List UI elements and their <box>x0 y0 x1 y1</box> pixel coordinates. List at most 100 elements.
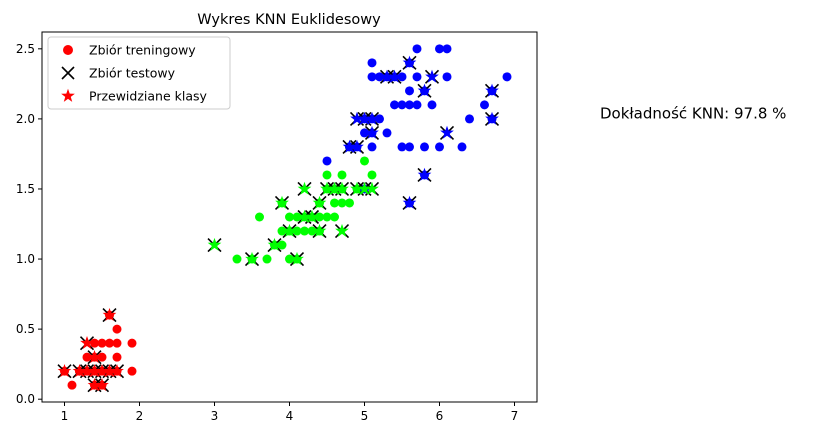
plot-area <box>57 44 512 393</box>
predicted-star <box>335 223 349 237</box>
training-point <box>427 100 437 110</box>
predicted-star <box>267 237 282 251</box>
training-point <box>442 44 452 54</box>
training-point <box>375 114 384 124</box>
plot-frame <box>41 31 538 403</box>
legend-circle-icon <box>63 45 73 55</box>
training-point <box>337 170 347 180</box>
training-point <box>405 142 414 152</box>
legend-entry-test: Zbiór testowy <box>61 66 176 81</box>
predicted-star <box>297 209 312 223</box>
training-point <box>465 114 474 124</box>
predicted-star <box>327 181 342 195</box>
predicted-star <box>440 125 454 139</box>
training-point <box>397 100 407 110</box>
training-point <box>330 212 339 222</box>
predicted-star <box>57 363 72 377</box>
predicted-star <box>320 181 334 195</box>
predicted-star <box>365 125 379 139</box>
training-point <box>457 142 467 152</box>
training-point <box>367 58 377 68</box>
accuracy-annotation: Dokładność KNN: 97.8 % <box>600 105 786 123</box>
predicted-star <box>72 363 87 377</box>
predicted-star <box>87 349 102 363</box>
predicted-star <box>207 237 222 251</box>
x-tick-label: 7 <box>511 409 519 423</box>
training-point <box>127 338 137 348</box>
x-tick-label: 4 <box>286 409 294 423</box>
predicted-star <box>80 363 94 377</box>
predicted-star <box>425 69 439 83</box>
predicted-star <box>312 195 327 209</box>
predicted-star <box>102 307 117 321</box>
training-point <box>292 226 302 236</box>
y-tick-label: 1.5 <box>16 182 35 196</box>
predicted-star <box>305 209 319 223</box>
y-tick-label: 0.5 <box>16 322 35 336</box>
training-point <box>442 72 452 82</box>
x-tick-label: 6 <box>436 409 444 423</box>
x-tick-label: 5 <box>361 409 369 423</box>
training-point <box>397 72 407 82</box>
training-point <box>322 170 332 180</box>
chart-title: Wykres KNN Euklidesowy <box>197 12 381 28</box>
predicted-star <box>80 335 94 349</box>
training-point <box>232 254 242 264</box>
training-point <box>300 226 309 236</box>
x-tick-label: 3 <box>211 409 219 423</box>
training-point <box>322 156 332 166</box>
y-tick-label: 0.0 <box>16 392 35 406</box>
training-point <box>435 142 444 152</box>
legend-star-icon <box>61 88 75 102</box>
predicted-star <box>87 363 102 377</box>
training-point <box>480 100 489 110</box>
predicted-star <box>402 55 417 69</box>
predicted-star <box>102 363 117 377</box>
training-point <box>367 170 377 180</box>
training-point <box>255 212 264 222</box>
training-point <box>412 44 422 54</box>
predicted-star <box>312 223 327 237</box>
training-point <box>112 324 122 334</box>
training-point <box>307 226 317 236</box>
legend-entry-training: Zbiór treningowy <box>63 43 196 58</box>
predicted-star <box>275 195 289 209</box>
predicted-star <box>380 69 394 83</box>
training-point <box>90 338 99 348</box>
training-point <box>262 254 272 264</box>
predicted-star <box>87 377 102 392</box>
predicted-star <box>365 181 379 195</box>
predicted-star <box>417 167 432 181</box>
predicted-star <box>95 363 109 377</box>
y-tick-label: 1.0 <box>16 252 35 266</box>
y-tick-label: 2.5 <box>16 42 35 56</box>
y-axis: 0.0 0.5 1.0 1.5 2.0 2.5 <box>16 42 42 406</box>
training-point <box>405 86 414 96</box>
predicted-star <box>402 195 417 209</box>
predicted-star <box>282 223 297 237</box>
training-point <box>337 198 347 208</box>
predicted-star <box>342 139 357 153</box>
training-point <box>345 198 354 208</box>
training-point <box>405 100 414 110</box>
predicted-star <box>350 181 364 195</box>
training-point <box>112 338 122 348</box>
training-point <box>97 352 107 362</box>
training-point <box>412 72 422 82</box>
predicted-star <box>290 251 304 265</box>
predicted-star <box>350 139 364 153</box>
predicted-star <box>365 111 379 125</box>
training-point <box>277 240 287 250</box>
training-point <box>382 128 392 138</box>
training-point <box>397 142 407 152</box>
training-point <box>285 212 294 222</box>
training-point <box>360 156 369 166</box>
legend-label-predicted: Przewidziane klasy <box>89 89 208 104</box>
training-point <box>112 352 122 362</box>
legend-label-training: Zbiór treningowy <box>89 43 196 58</box>
legend-label-test: Zbiór testowy <box>89 66 176 81</box>
predicted-star <box>357 111 372 125</box>
training-point <box>435 44 444 54</box>
training-point <box>412 100 422 110</box>
